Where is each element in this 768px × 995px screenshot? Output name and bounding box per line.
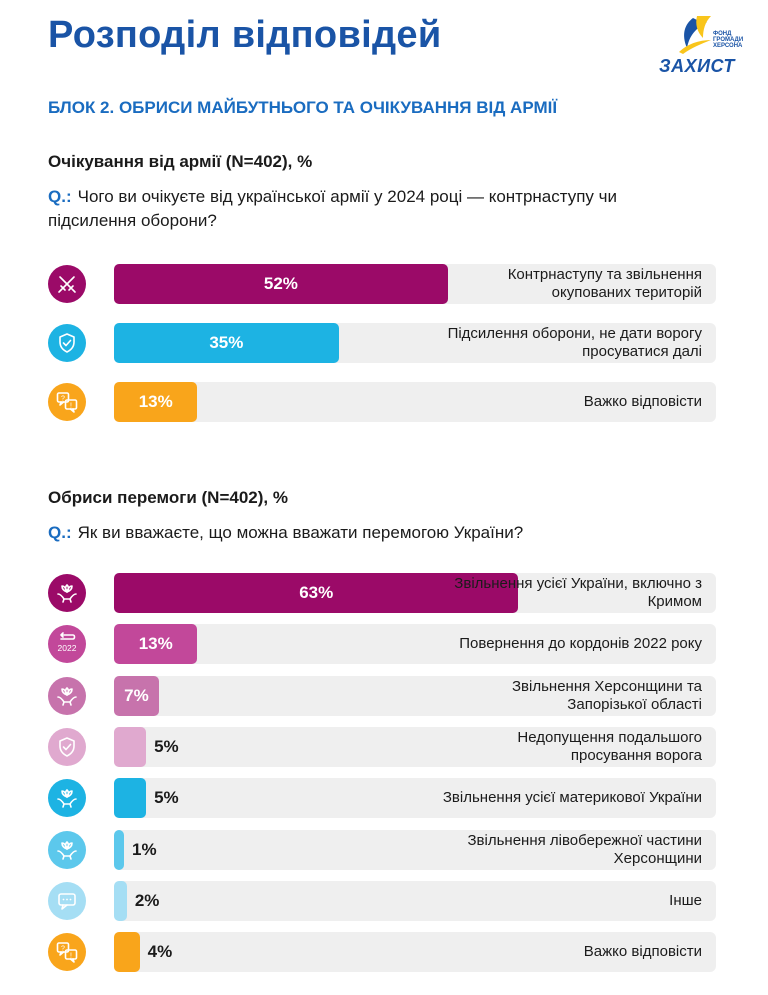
- category-label: Звільнення лівобережної частини Херсонщи…: [467, 831, 703, 867]
- swords-icon: [48, 265, 86, 303]
- bar: [114, 726, 147, 767]
- bar-row: 5% Недопущення подальшого просування воро…: [48, 726, 716, 767]
- bar-track: 5% Звільнення усієї материкової України: [114, 778, 716, 819]
- category-label: Звільнення усієї материкової України: [442, 789, 702, 807]
- bar-row: 52% Контрнаступу та звільнення окупованих…: [48, 264, 716, 304]
- bar-track: 13% Повернення до кордонів 2022 року: [114, 624, 716, 665]
- bar-track: 1% Звільнення лівобережної частини Херсон…: [114, 829, 716, 870]
- icon-badge-text: 2022: [58, 643, 77, 653]
- bar: [114, 382, 198, 422]
- value-label: 63%: [299, 583, 334, 602]
- category-label: Звільнення Херсонщини та Запорізької обл…: [512, 677, 702, 713]
- value-label: 35%: [209, 333, 244, 352]
- chart1-question: Q.: Чого ви очікуєте від української армі…: [48, 185, 668, 233]
- chart2-question: Q.: Як ви вважаєте, що можна вважати пере…: [48, 521, 668, 545]
- category-label: Важко відповісти: [583, 393, 702, 410]
- chart2-title: Обриси перемоги (N=402), %: [48, 488, 288, 507]
- bar: [114, 932, 140, 973]
- bar: [114, 624, 198, 665]
- bar-row: ?! 4% Важко відповісти: [48, 932, 716, 973]
- category-label: Інше: [669, 891, 702, 909]
- category-label: Підсилення оборони, не дати ворогу просу…: [447, 325, 702, 360]
- bar-track: 7% Звільнення Херсонщини та Запорізької о…: [114, 675, 716, 716]
- logo: ФОНД ГРОМАДИ ХЕРСОНА ЗАХИСТ: [655, 14, 747, 76]
- block-title: БЛОК 2. ОБРИСИ МАЙБУТНЬОГО ТА ОЧІКУВАННЯ…: [48, 98, 558, 117]
- hands-flower-icon: [48, 830, 86, 869]
- value-label: 13%: [138, 392, 173, 411]
- bar: [114, 778, 147, 819]
- hands-flower-icon: [48, 676, 86, 715]
- bar: [114, 675, 159, 716]
- value-label: 1%: [132, 839, 157, 859]
- bar-row: 5% Звільнення усієї материкової України: [48, 778, 716, 819]
- logo-emblem-icon: [679, 16, 711, 54]
- logo-brand: ЗАХИСТ: [659, 56, 735, 76]
- chart1-title: Очікування від армії (N=402), %: [48, 152, 313, 171]
- bar-row: 2022 13% Повернення до кордонів 2022 року: [48, 624, 716, 665]
- question-chat-icon: ?!: [48, 383, 86, 421]
- svg-text:!: !: [70, 403, 72, 410]
- bar-track: 2% Інше: [114, 880, 716, 921]
- chat-bubble-icon: [48, 881, 86, 920]
- category-label: Звільнення усієї України, включно з Крим…: [454, 575, 702, 610]
- bar: [114, 829, 124, 870]
- bar-track: 4% Важко відповісти: [114, 932, 716, 973]
- category-label: Недопущення подальшого просування ворога: [517, 728, 702, 764]
- category-label: Важко відповісти: [583, 943, 702, 961]
- shield-check-icon: [48, 324, 86, 362]
- page-title: Розподіл відповідей: [48, 14, 442, 56]
- question-text: Чого ви очікуєте від української армії у…: [48, 187, 618, 230]
- question-chat-icon: ?!: [48, 933, 86, 972]
- bar-row: ?! 13% Важко відповісти: [48, 382, 716, 422]
- svg-text:?: ?: [61, 946, 65, 953]
- bar-track: 5% Недопущення подальшого просування воро…: [114, 726, 716, 767]
- question-prefix: Q.:: [48, 187, 72, 206]
- bar-track: 52% Контрнаступу та звільнення окупованих…: [114, 264, 716, 304]
- value-label: 4%: [147, 942, 173, 962]
- bar: [114, 573, 519, 613]
- question-prefix: Q.:: [48, 523, 72, 542]
- question-text: Як ви вважаєте, що можна вважати перемог…: [77, 523, 524, 542]
- shield-check-icon: [48, 727, 86, 766]
- value-label: 5%: [154, 736, 179, 756]
- bar-row: 7% Звільнення Херсонщини та Запорізької о…: [48, 675, 716, 716]
- bar: [114, 264, 448, 304]
- bar-row: 2% Інше: [48, 880, 716, 921]
- value-label: 52%: [263, 274, 298, 293]
- bar: [114, 880, 127, 921]
- svg-text:?: ?: [61, 396, 65, 403]
- value-label: 5%: [154, 788, 179, 808]
- category-label: Повернення до кордонів 2022 року: [459, 635, 702, 653]
- value-label: 7%: [124, 685, 149, 705]
- bar-row: 35% Підсилення оборони, не дати ворогу пр…: [48, 323, 716, 363]
- bar-row: 63% Звільнення усієї України, включно з К…: [48, 573, 716, 613]
- category-label: Контрнаступу та звільнення окупованих те…: [507, 266, 702, 301]
- bar-track: 35% Підсилення оборони, не дати ворогу пр…: [114, 323, 716, 363]
- hands-flower-icon: [48, 574, 86, 612]
- value-label: 2%: [134, 890, 160, 910]
- bar-track: 13% Важко відповісти: [114, 382, 716, 422]
- bar-row: 1% Звільнення лівобережної частини Херсон…: [48, 829, 716, 870]
- return-2022-icon: 2022: [48, 625, 86, 664]
- bar-track: 63% Звільнення усієї України, включно з К…: [114, 573, 716, 613]
- logo-fund-text: ФОНД ГРОМАДИ ХЕРСОНА: [713, 31, 744, 49]
- bar: [114, 323, 339, 363]
- value-label: 13%: [138, 634, 173, 654]
- hands-flower-icon: [48, 779, 86, 818]
- svg-text:!: !: [70, 953, 72, 960]
